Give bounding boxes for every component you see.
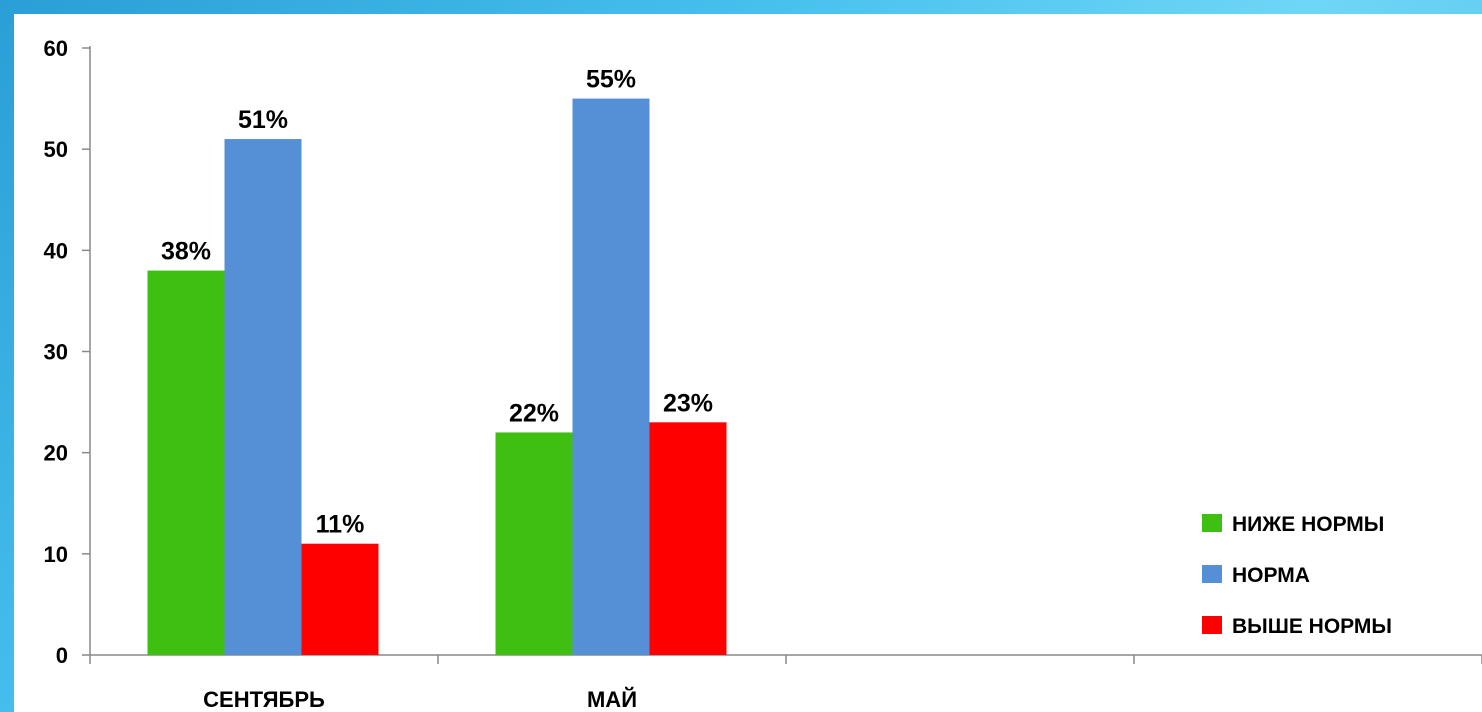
bar [495, 432, 573, 655]
legend-swatch [1202, 616, 1222, 634]
x-category-label: СЕНТЯБРЬ [203, 687, 325, 712]
data-label: 38% [161, 238, 211, 266]
y-tick-label: 40 [44, 238, 68, 263]
y-tick-label: 50 [44, 137, 68, 162]
x-category-label: МАЙ [587, 687, 637, 712]
bar [572, 98, 650, 656]
data-label: 23% [663, 389, 713, 417]
data-label: 55% [586, 66, 636, 94]
legend-swatch [1202, 514, 1222, 532]
data-label: 22% [509, 399, 559, 427]
bar [147, 270, 225, 655]
y-tick-label: 30 [44, 340, 68, 365]
legend-swatch [1202, 565, 1222, 583]
y-tick-label: 10 [44, 542, 68, 567]
y-tick-label: 20 [44, 441, 68, 466]
y-tick-label: 0 [56, 643, 68, 668]
data-label: 51% [238, 106, 288, 134]
data-label: 11% [316, 511, 365, 539]
bar [649, 422, 727, 655]
legend-label: НОРМА [1232, 564, 1310, 587]
legend-label: НИЖЕ НОРМЫ [1232, 513, 1384, 536]
bar [301, 543, 379, 655]
legend-label: ВЫШЕ НОРМЫ [1232, 615, 1392, 638]
y-tick-label: 60 [44, 36, 68, 61]
bar [224, 139, 302, 656]
